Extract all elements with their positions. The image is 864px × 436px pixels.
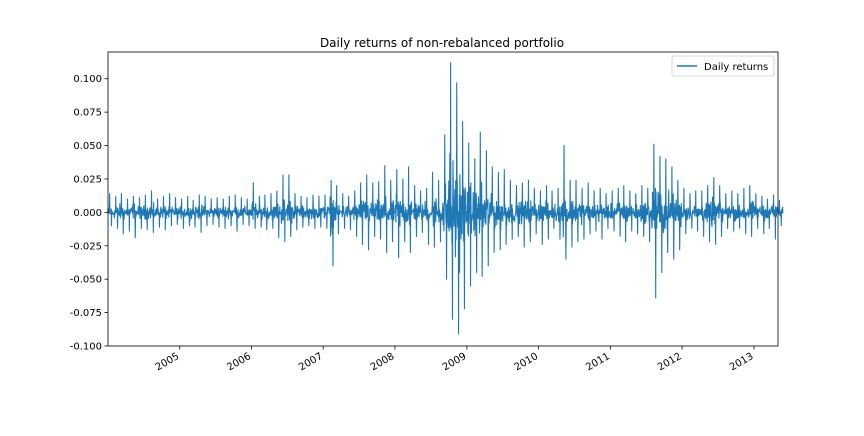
y-tick-label: 0.000 [73, 208, 102, 219]
y-tick-label: -0.050 [70, 275, 102, 286]
axes-frame [107, 51, 779, 347]
plot-area [107, 62, 784, 335]
legend-label: Daily returns [704, 62, 768, 73]
y-tick-label: 0.025 [73, 174, 102, 185]
legend-box [671, 55, 775, 77]
y-tick-label: 0.100 [73, 74, 102, 85]
y-tick-label: -0.025 [70, 241, 102, 252]
series-line-daily-returns [107, 62, 784, 335]
y-tick-label: -0.100 [70, 342, 102, 353]
y-tick-label: 0.075 [73, 108, 102, 119]
y-axis: -0.100 -0.075 -0.050 -0.025 0.000 0.025 0.050 0… [70, 74, 108, 353]
y-tick-label: -0.075 [70, 308, 102, 319]
legend: Daily returns [671, 55, 775, 77]
y-tick-label: 0.050 [73, 141, 102, 152]
chart-title: Daily returns of non-rebalanced portfoli… [320, 36, 564, 50]
